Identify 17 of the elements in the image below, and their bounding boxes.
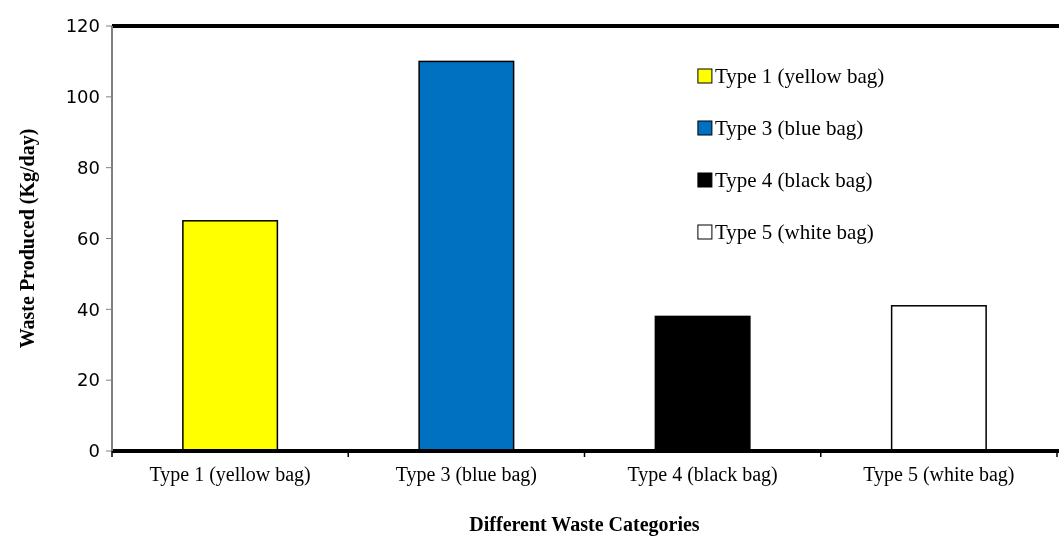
x-tick-label: Type 5 (white bag) [863,463,1015,486]
legend-label: Type 5 (white bag) [714,220,874,245]
x-tick-label: Type 3 (blue bag) [395,463,538,486]
y-tick-label: 40 [77,298,100,320]
legend-label: Type 4 (black bag) [714,168,873,193]
y-tick-label: 120 [65,15,100,37]
y-tick-label: 80 [77,156,100,178]
y-tick-label: 60 [77,227,100,249]
y-axis-title: Waste Produced (Kg/day) [16,128,39,349]
x-axis-title: Different Waste Categories [469,513,700,536]
x-tick-label: Type 1 (yellow bag) [149,463,311,486]
legend-label: Type 1 (yellow bag) [714,64,885,89]
y-tick-label: 0 [88,440,100,462]
y-tick-label: 20 [77,369,100,391]
x-tick-label: Type 4 (black bag) [627,463,778,486]
y-tick-label: 100 [65,86,100,108]
legend-label: Type 3 (blue bag) [714,116,864,141]
